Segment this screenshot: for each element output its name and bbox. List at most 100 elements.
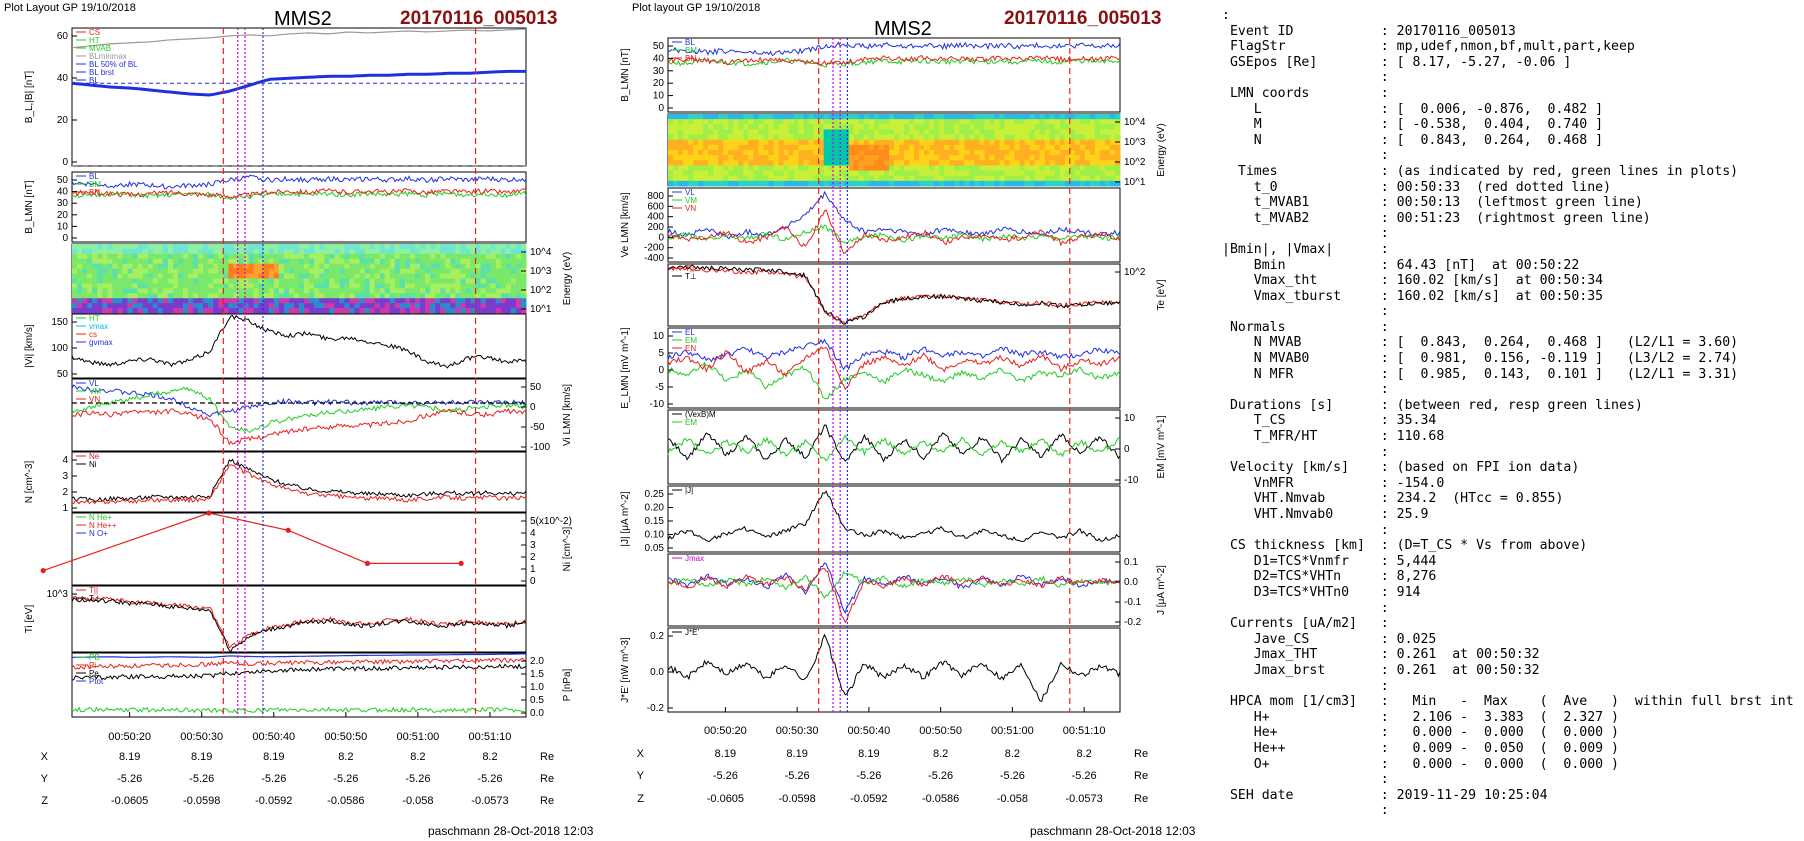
- spectrogram-cell: [748, 165, 754, 172]
- spectrogram-cell: [465, 293, 472, 299]
- legend-label: Pe: [89, 669, 99, 678]
- spectrogram-cell: [1019, 160, 1026, 166]
- info-line: CS thickness [km] : (D=T_CS * Vs from ab…: [1222, 538, 1588, 554]
- spectrogram-cell: [984, 165, 990, 172]
- spectrogram-cell: [299, 253, 305, 260]
- spectrogram-cell: [77, 298, 83, 304]
- info-line: :: [1222, 444, 1389, 460]
- spectrogram-cell: [703, 114, 709, 120]
- spectrogram-cell: [848, 150, 855, 156]
- y-tick-label: 10^2: [530, 285, 552, 296]
- spectrogram-cell: [268, 293, 275, 299]
- spectrogram-cell: [969, 165, 975, 172]
- spectrogram-cell: [460, 273, 466, 279]
- spectrogram-cell: [673, 139, 679, 146]
- spectrogram-cell: [974, 124, 980, 130]
- spectrogram-cell: [1099, 160, 1106, 166]
- spectrogram-cell: [773, 165, 779, 172]
- spectrogram-cell: [374, 298, 381, 304]
- spectrogram-cell: [914, 170, 920, 177]
- y-tick-label: -50: [530, 422, 545, 433]
- spectrogram-cell: [490, 278, 497, 284]
- spectrogram-cell: [728, 144, 734, 151]
- spectrogram-cell: [698, 170, 704, 177]
- spectrogram-cell: [843, 165, 850, 172]
- spectrogram-cell: [87, 288, 93, 294]
- spectrogram-cell: [718, 134, 724, 141]
- spectrogram-cell: [914, 165, 920, 172]
- spectrogram-cell: [1064, 139, 1071, 146]
- spectrogram-cell: [324, 263, 330, 270]
- info-line: t_0 : 00:50:33 (red dotted line): [1222, 179, 1612, 195]
- spectrogram-cell: [1114, 155, 1121, 161]
- spectrogram-cell: [934, 175, 940, 182]
- spectrogram-cell: [788, 170, 795, 177]
- spectrogram-cell: [415, 283, 421, 289]
- spectrogram-cell: [673, 150, 679, 156]
- spectrogram-cell: [673, 144, 679, 151]
- spectrogram-cell: [409, 298, 416, 304]
- spectrogram-cell: [450, 298, 456, 304]
- spectrogram-cell: [1059, 160, 1066, 166]
- spectrogram-cell: [258, 273, 265, 279]
- spectrogram-cell: [112, 253, 118, 260]
- spectrogram-cell: [213, 263, 219, 270]
- info-line: Vmax_tht : 160.02 [km/s] at 00:50:34: [1222, 273, 1604, 289]
- spectrogram-cell: [384, 253, 391, 260]
- spectrogram-cell: [939, 129, 945, 136]
- spectrogram-cell: [748, 170, 754, 177]
- spectrogram-cell: [994, 144, 1000, 151]
- spectrogram-cell: [339, 278, 345, 284]
- spectrogram-cell: [1089, 160, 1096, 166]
- spectrogram-cell: [122, 258, 128, 265]
- spectrogram-cell: [147, 298, 154, 304]
- spectrogram-cell: [668, 180, 674, 187]
- spectrogram-cell: [1074, 165, 1081, 172]
- spectrogram-cell: [944, 175, 950, 182]
- spectrogram-cell: [399, 303, 406, 309]
- spectrogram-cell: [778, 170, 785, 177]
- spectrogram-cell: [374, 268, 381, 275]
- spectrogram-cell: [218, 263, 224, 270]
- spectrogram-cell: [193, 288, 199, 294]
- spectrogram-cell: [1089, 155, 1096, 161]
- spectrogram-cell: [450, 253, 456, 260]
- spectrogram-cell: [349, 303, 355, 309]
- spectrogram-cell: [177, 258, 184, 265]
- spectrogram-cell: [409, 288, 416, 294]
- spectrogram-cell: [435, 273, 441, 279]
- y-tick-label: -10: [650, 399, 665, 410]
- spectrogram-cell: [172, 293, 179, 299]
- spectrogram-cell: [969, 124, 975, 130]
- spectrogram-cell: [818, 175, 825, 182]
- spectrogram-cell: [934, 114, 940, 120]
- spectrogram-cell: [253, 253, 260, 260]
- spectrogram-cell: [228, 303, 234, 309]
- spectrogram-cell: [843, 124, 850, 130]
- spectrogram-cell: [117, 273, 123, 279]
- spectrogram-cell: [723, 124, 729, 130]
- spectrogram-cell: [193, 263, 199, 270]
- spectrogram-cell: [520, 244, 527, 250]
- spectrogram-cell: [258, 288, 265, 294]
- spectrogram-cell: [354, 308, 361, 314]
- spectrogram-cell: [87, 258, 93, 265]
- spectrogram-cell: [369, 273, 376, 279]
- spectrogram-cell: [238, 248, 245, 255]
- spectrogram-cell: [515, 244, 522, 250]
- spectrogram-cell: [182, 268, 189, 275]
- spectrogram-cell: [853, 124, 860, 130]
- spectrogram-cell: [435, 293, 441, 299]
- spectrogram-cell: [994, 119, 1000, 125]
- spectrogram-cell: [465, 278, 472, 284]
- panel-frame: [667, 409, 1121, 485]
- spectrogram-cell: [909, 155, 915, 161]
- spectrogram-cell: [172, 288, 179, 294]
- spectrogram-cell: [364, 298, 371, 304]
- spectrogram-cell: [309, 283, 315, 289]
- legend-label: BL brst: [89, 68, 115, 77]
- spectrogram-cell: [828, 175, 835, 182]
- spectrogram-cell: [753, 150, 759, 156]
- info-line: :: [1222, 226, 1389, 242]
- spectrogram-cell: [364, 293, 371, 299]
